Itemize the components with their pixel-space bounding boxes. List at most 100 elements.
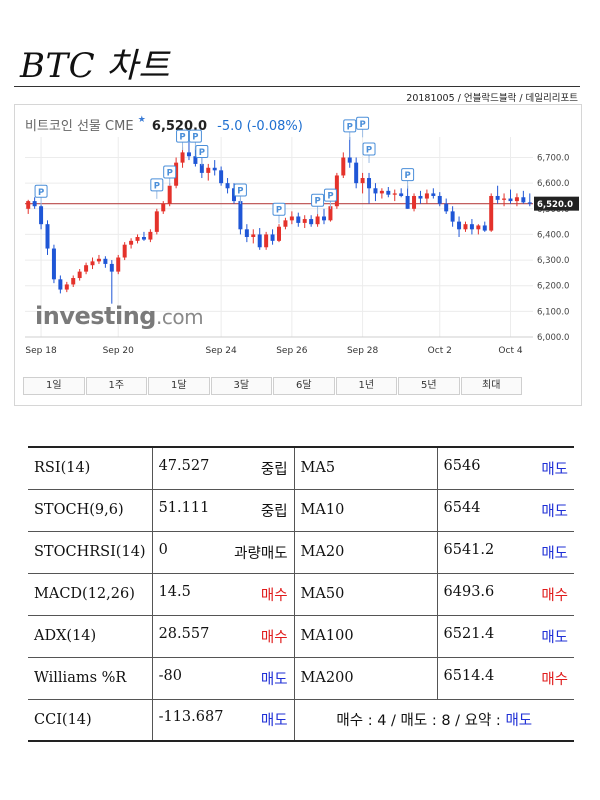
marker-badge	[272, 202, 286, 216]
candle-body	[32, 201, 37, 207]
candle-body	[84, 265, 89, 272]
indicator-row: MACD(12,26) 14.5 매수 MA50 6493.6 매수	[28, 573, 574, 616]
candle-body	[109, 263, 114, 272]
marker-label: P	[327, 192, 333, 202]
marker-badge	[356, 116, 370, 130]
candle-body	[212, 167, 217, 171]
range-button-3m[interactable]: 3달	[210, 377, 272, 395]
candle-body	[257, 234, 262, 248]
logo-brand: investing	[35, 302, 156, 330]
ma-cell: 6544 매도	[437, 489, 574, 532]
candle-body	[392, 193, 397, 195]
range-button-1m[interactable]: 1달	[148, 377, 210, 395]
candle-body	[45, 224, 50, 249]
marker-label: P	[404, 171, 410, 181]
indicator-row: Williams %R -80 매도 MA200 6514.4 매수	[28, 657, 574, 700]
candle-body	[167, 185, 172, 204]
candle-body	[193, 156, 198, 164]
indicator-value: 28.557	[158, 625, 210, 642]
candle-body	[283, 220, 288, 227]
candle-body	[476, 225, 481, 230]
candle-body	[360, 178, 365, 184]
indicator-row-summary: CCI(14) -113.687 매도 매수 : 4 / 매도 : 8 / 요약 : …	[28, 699, 574, 742]
ma-value: 6521.4	[443, 625, 495, 642]
star-icon[interactable]: ★	[137, 115, 146, 125]
candle-body	[367, 178, 372, 189]
candle-body	[418, 195, 423, 199]
last-price-label: 6,520.0	[537, 200, 573, 210]
marker-badge	[323, 188, 337, 202]
indicator-signal: 중립	[260, 461, 288, 478]
indicator-value: 47.527	[158, 457, 210, 474]
marker-label: P	[199, 148, 205, 158]
candle-body	[379, 190, 384, 194]
indicator-value: -80	[158, 667, 182, 684]
indicator-table: RSI(14) 47.527 중립 MA5 6546 매도 STOCH(9,6) 51.111…	[28, 446, 574, 742]
candle-body	[527, 202, 532, 204]
marker-label: P	[276, 206, 282, 216]
candle-body	[206, 167, 211, 173]
y-tick-label: 6,300.0	[537, 256, 569, 266]
range-button-max[interactable]: 최대	[460, 377, 522, 395]
y-tick-label: 6,700.0	[537, 154, 569, 164]
logo-domain: .com	[155, 305, 204, 329]
candle-body	[296, 216, 301, 223]
indicator-name: CCI(14)	[28, 699, 153, 742]
range-button-1w[interactable]: 1주	[85, 377, 147, 395]
range-button-5y[interactable]: 5년	[398, 377, 460, 395]
candle-body	[373, 188, 378, 194]
range-button-1y[interactable]: 1년	[335, 377, 397, 395]
x-tick-label: Sep 18	[25, 346, 57, 356]
candle-body	[302, 219, 307, 223]
candle-body	[277, 226, 281, 241]
summary-cell: 매수 : 4 / 매도 : 8 / 요약 : 매도	[294, 699, 574, 742]
candle-body	[412, 195, 417, 209]
candle-body	[489, 195, 494, 231]
candle-body	[148, 231, 153, 240]
indicator-signal: 매수	[260, 587, 288, 604]
candle-body	[264, 234, 269, 248]
ma-value: 6546	[443, 457, 481, 474]
candle-body	[225, 183, 230, 189]
title-divider	[14, 86, 580, 87]
candle-body	[469, 224, 474, 230]
indicator-value: 14.5	[158, 583, 191, 600]
candle-body	[26, 201, 31, 209]
summary-counts: 매수 : 4 / 매도 : 8 / 요약 :	[336, 713, 506, 730]
candle-body	[514, 197, 519, 202]
summary-signal: 매도	[505, 713, 533, 730]
candle-body	[244, 229, 249, 237]
candle-body	[347, 157, 352, 163]
candle-body	[135, 237, 140, 241]
range-button-6m[interactable]: 6달	[273, 377, 335, 395]
x-tick-label: Sep 20	[103, 346, 135, 356]
candle-body	[399, 193, 404, 196]
ma-name: MA20	[294, 531, 438, 574]
indicator-signal: 매도	[260, 671, 288, 688]
candle-body	[199, 163, 204, 173]
candle-body	[238, 201, 243, 230]
indicator-cell: 0 과량매도	[152, 531, 295, 574]
indicator-row: ADX(14) 28.557 매수 MA100 6521.4 매도	[28, 615, 574, 658]
candle-body	[64, 284, 69, 290]
range-button-1d[interactable]: 1일	[23, 377, 85, 395]
candle-body	[495, 195, 500, 200]
ma-signal: 매도	[541, 503, 568, 520]
candle-body	[508, 198, 513, 202]
ma-cell: 6514.4 매수	[437, 657, 574, 700]
candle-body	[129, 240, 134, 245]
candle-body	[424, 193, 429, 199]
ticker-change: -5.0 (-0.08%)	[217, 119, 303, 134]
indicator-cell: 51.111 중립	[152, 489, 295, 532]
candle-body	[482, 225, 487, 231]
ma-signal: 매도	[541, 545, 568, 562]
candle-body	[186, 152, 191, 157]
indicator-name: ADX(14)	[28, 615, 153, 658]
candle-body	[354, 162, 359, 184]
ma-name: MA200	[294, 657, 438, 700]
candle-body	[270, 234, 275, 241]
candle-body	[96, 258, 101, 262]
marker-badge	[401, 168, 415, 182]
ma-signal: 매수	[541, 587, 568, 604]
